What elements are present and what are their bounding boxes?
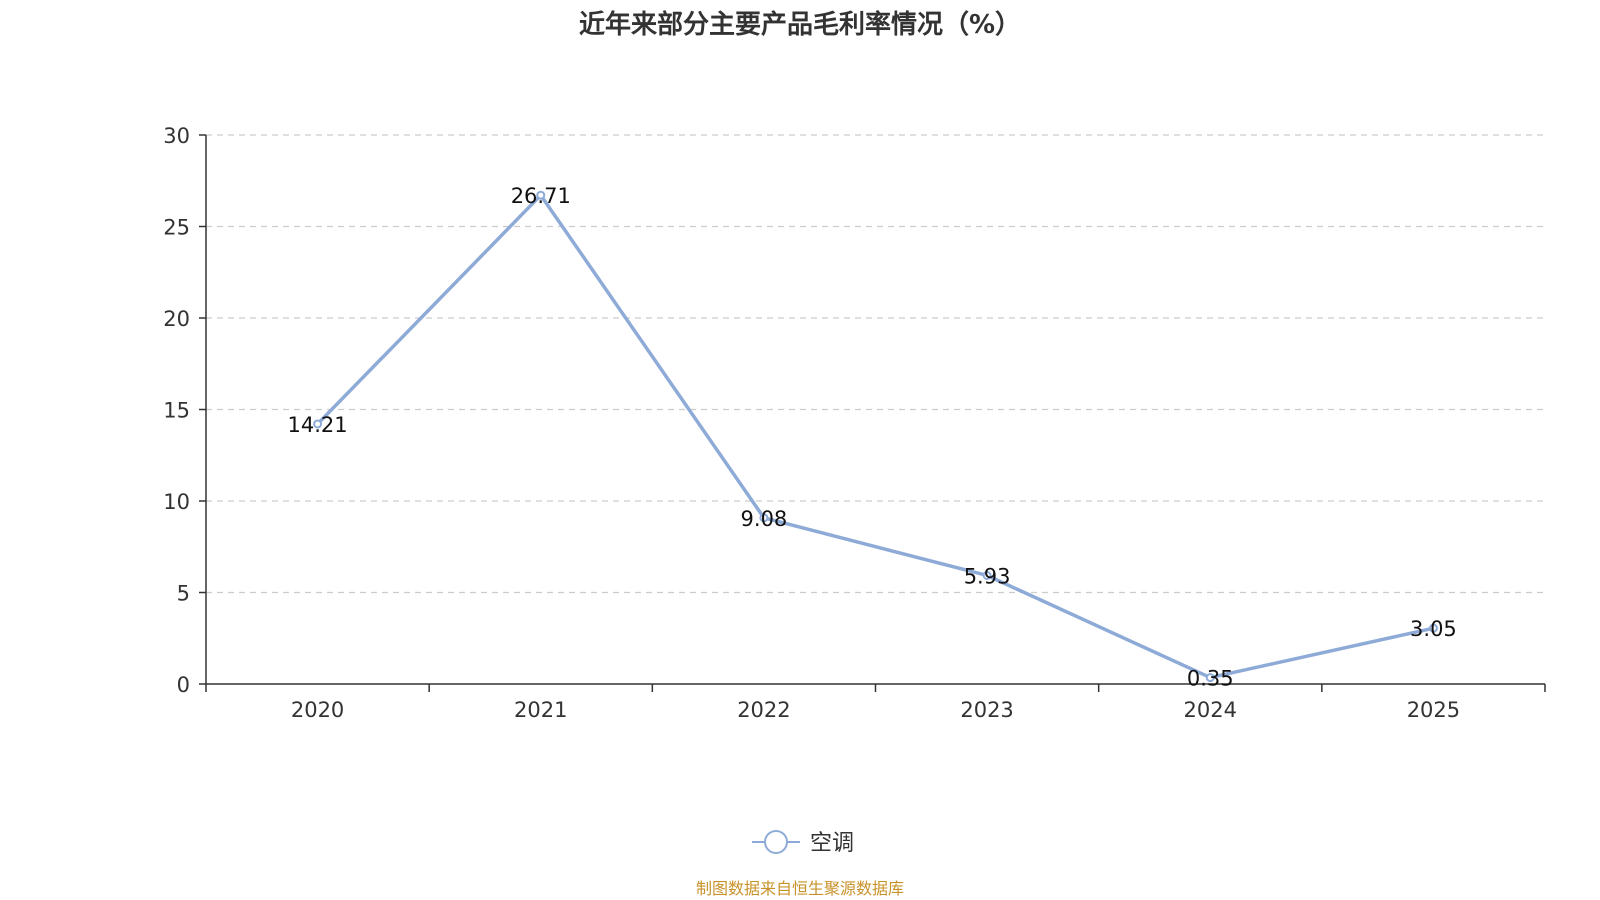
data-label: 5.93	[964, 564, 1011, 588]
y-tick-label: 10	[163, 490, 190, 514]
data-label: 9.08	[741, 507, 788, 531]
y-tick-label: 0	[177, 673, 190, 697]
data-point[interactable]	[1428, 623, 1438, 633]
x-tick-label: 2022	[737, 698, 790, 722]
y-tick-label: 15	[163, 399, 190, 423]
chart-title: 近年来部分主要产品毛利率情况（%）	[579, 9, 1021, 40]
data-point[interactable]	[313, 419, 323, 429]
series	[313, 190, 1438, 683]
x-tick-label: 2020	[291, 698, 344, 722]
y-tick-label: 5	[177, 582, 190, 606]
data-point[interactable]	[759, 513, 769, 523]
x-axis-ticks: 2020 2021 2022 2023 2024 2025	[205, 684, 1546, 722]
y-tick-label: 30	[163, 124, 190, 148]
data-point[interactable]	[1205, 673, 1215, 683]
x-tick-label: 2025	[1407, 698, 1460, 722]
data-label: 26.71	[511, 184, 571, 208]
data-point[interactable]	[536, 190, 546, 200]
data-labels: 14.21 26.71 9.08 5.93 0.35 3.05	[288, 184, 1457, 690]
y-tick-label: 20	[163, 307, 190, 331]
y-tick-label: 25	[163, 216, 190, 240]
data-label: 3.05	[1410, 617, 1457, 641]
x-tick-label: 2023	[960, 698, 1013, 722]
series-line	[316, 193, 1434, 680]
data-label: 14.21	[288, 413, 348, 437]
y-axis-ticks: 0 5 10 15 20 25 30	[163, 124, 206, 697]
legend-marker-icon	[764, 830, 788, 854]
grid-lines	[206, 134, 1545, 594]
data-label: 0.35	[1187, 667, 1234, 691]
x-tick-label: 2024	[1184, 698, 1237, 722]
legend[interactable]: 空调	[752, 830, 854, 856]
legend-label: 空调	[810, 831, 854, 856]
data-point[interactable]	[982, 570, 992, 580]
source-note: 制图数据来自恒生聚源数据库	[696, 879, 904, 898]
x-tick-label: 2021	[514, 698, 567, 722]
